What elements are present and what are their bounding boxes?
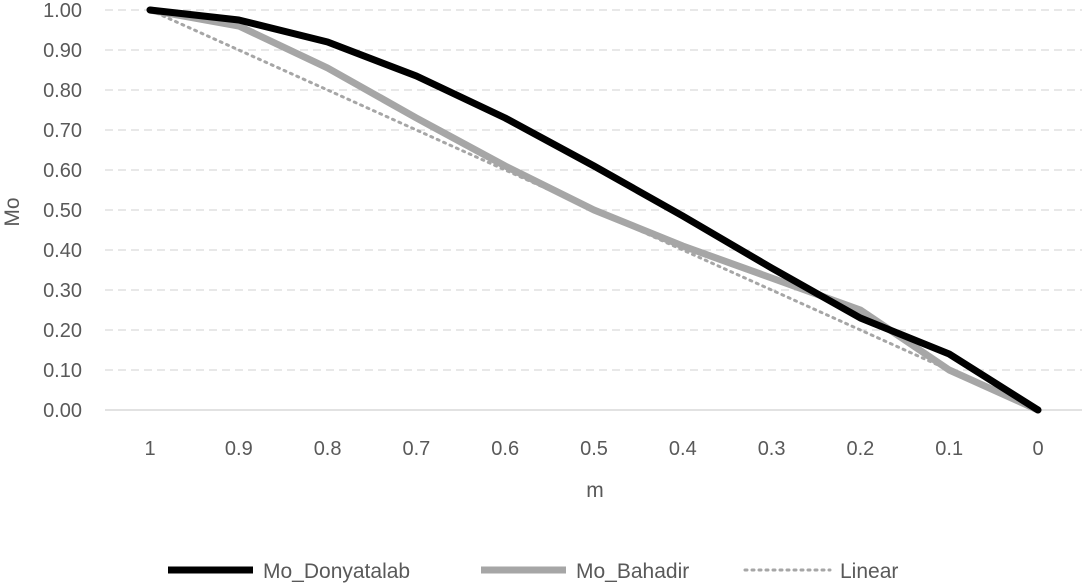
series-lines — [146, 6, 1042, 414]
x-axis-ticks: 1 0.9 0.8 0.7 0.6 0.5 0.4 0.3 0.2 0.1 0 — [144, 438, 1043, 460]
x-axis-label: m — [586, 479, 604, 502]
y-tick-label: 0.70 — [43, 120, 82, 142]
y-tick-label: 1.00 — [43, 0, 82, 22]
x-tick-label: 0.7 — [402, 438, 430, 460]
x-tick-label: 0.3 — [758, 438, 786, 460]
x-tick-label: 0.1 — [935, 438, 963, 460]
y-tick-label: 0.00 — [43, 400, 82, 422]
x-tick-label: 0.4 — [669, 438, 697, 460]
y-axis-ticks: 0.00 0.10 0.20 0.30 0.40 0.50 0.60 0.70 0.80 0.90… — [43, 0, 82, 422]
y-axis-label: Mo — [1, 197, 24, 226]
y-tick-label: 0.50 — [43, 200, 82, 222]
series-line-linear — [148, 8, 1040, 412]
x-tick-label: 0 — [1032, 438, 1043, 460]
y-tick-label: 0.90 — [43, 40, 82, 62]
x-tick-label: 0.8 — [314, 438, 342, 460]
y-tick-label: 0.60 — [43, 160, 82, 182]
y-tick-label: 0.20 — [43, 320, 82, 342]
y-tick-label: 0.40 — [43, 240, 82, 262]
legend-label: Mo_Donyatalab — [263, 560, 410, 583]
legend-label: Mo_Bahadir — [576, 560, 689, 583]
x-tick-label: 0.9 — [225, 438, 253, 460]
series-line-mo-donyatalab — [146, 6, 1042, 414]
y-tick-label: 0.10 — [43, 360, 82, 382]
legend-label: Linear — [840, 560, 898, 583]
x-tick-label: 0.5 — [580, 438, 608, 460]
y-tick-label: 0.30 — [43, 280, 82, 302]
x-tick-label: 0.6 — [491, 438, 519, 460]
x-tick-label: 0.2 — [846, 438, 874, 460]
legend: Mo_Donyatalab Mo_Bahadir Linear — [168, 560, 898, 583]
x-tick-label: 1 — [144, 438, 155, 460]
y-tick-label: 0.80 — [43, 80, 82, 102]
